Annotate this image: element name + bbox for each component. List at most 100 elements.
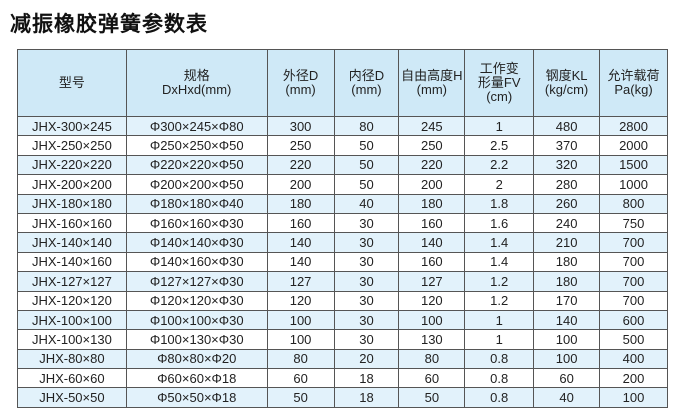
table-cell: JHX-140×160 — [17, 251, 127, 273]
table-cell: Φ50×50×Φ18 — [125, 387, 268, 408]
table-cell: 1.4 — [464, 232, 535, 253]
table-cell: 1000 — [599, 174, 668, 195]
table-cell: 700 — [599, 251, 668, 273]
table-row: JHX-100×130 Φ100×130×Φ30 100 30 130 1 100 500 — [17, 329, 668, 350]
table-cell: 100 — [266, 309, 335, 331]
table-row: JHX-60×60 Φ60×60×Φ18 60 18 60 0.8 60 200 — [17, 368, 668, 389]
column-header: 外径D (mm) — [266, 49, 335, 117]
table-cell: 140 — [398, 232, 466, 253]
table-cell: 500 — [599, 329, 668, 350]
table-cell: 1 — [464, 115, 535, 137]
table-cell: 600 — [599, 309, 668, 331]
table-cell: 1 — [464, 309, 535, 331]
table-cell: Φ200×200×Φ50 — [125, 174, 268, 195]
table-cell: 40 — [333, 193, 400, 214]
table-cell: 30 — [333, 290, 400, 311]
column-header: 规格 DxHxd(mm) — [125, 49, 268, 117]
table-cell: 120 — [398, 290, 466, 311]
table-cell: 2800 — [599, 115, 668, 137]
table-cell: 170 — [533, 290, 601, 311]
table-cell: 127 — [266, 271, 335, 292]
table-cell: 1 — [464, 329, 535, 350]
column-header: 允许载荷 Pa(kg) — [599, 49, 668, 117]
table-cell: Φ60×60×Φ18 — [125, 368, 268, 389]
table-cell: JHX-80×80 — [17, 348, 127, 370]
table-cell: 700 — [599, 232, 668, 253]
table-cell: 18 — [333, 387, 400, 408]
table-cell: JHX-220×220 — [17, 154, 127, 176]
table-row: JHX-180×180 Φ180×180×Φ40 180 40 180 1.8 260 800 — [17, 193, 668, 214]
column-header-line: 外径D — [282, 68, 319, 83]
column-header: 内径D (mm) — [333, 49, 400, 117]
column-header-line: 工作变 — [479, 61, 519, 76]
table-cell: Φ300×245×Φ80 — [125, 115, 268, 137]
table-cell: JHX-60×60 — [17, 368, 127, 389]
table-cell: 1.2 — [464, 290, 535, 311]
table-cell: 700 — [599, 271, 668, 292]
table-cell: JHX-50×50 — [17, 387, 127, 408]
column-header: 型号 — [17, 49, 127, 117]
table-cell: 2.5 — [464, 135, 535, 156]
table-cell: 210 — [533, 232, 601, 253]
column-header-line: 允许载荷 — [607, 68, 660, 83]
table-row: JHX-140×140 Φ140×140×Φ30 140 30 140 1.4 210 700 — [17, 232, 668, 253]
table-cell: JHX-250×250 — [17, 135, 127, 156]
table-cell: 180 — [266, 193, 335, 214]
table-cell: 200 — [398, 174, 466, 195]
table-cell: 220 — [266, 154, 335, 176]
column-header: 工作变 形量FV (cm) — [464, 49, 535, 117]
table-cell: 160 — [266, 212, 335, 234]
table-row: JHX-80×80 Φ80×80×Φ20 80 20 80 0.8 100 400 — [17, 348, 668, 370]
table-row: JHX-250×250 Φ250×250×Φ50 250 50 250 2.5 370 200… — [17, 135, 668, 156]
table-cell: 240 — [533, 212, 601, 234]
page-title: 减振橡胶弹簧参数表 — [10, 12, 208, 36]
column-header-line: (cm) — [486, 89, 513, 104]
table-cell: 40 — [533, 387, 601, 408]
table-cell: 100 — [533, 329, 601, 350]
table-cell: 30 — [333, 212, 400, 234]
table-cell: 200 — [266, 174, 335, 195]
table-cell: Φ180×180×Φ40 — [125, 193, 268, 214]
table-cell: 180 — [533, 251, 601, 273]
table-row: JHX-100×100 Φ100×100×Φ30 100 30 100 1 140 600 — [17, 309, 668, 331]
table-cell: Φ100×130×Φ30 — [125, 329, 268, 350]
table-cell: Φ160×160×Φ30 — [125, 212, 268, 234]
table-cell: 30 — [333, 232, 400, 253]
table-cell: Φ80×80×Φ20 — [125, 348, 268, 370]
table-cell: JHX-100×130 — [17, 329, 127, 350]
table-cell: 50 — [266, 387, 335, 408]
header-row: 型号 规格 DxHxd(mm) 外径D (mm) 内径D (mm) 自由高度H (mm) 工作变形… — [17, 49, 668, 117]
table-cell: 1.4 — [464, 251, 535, 273]
table-cell: 80 — [266, 348, 335, 370]
table-cell: 370 — [533, 135, 601, 156]
table-cell: 60 — [266, 368, 335, 389]
table-cell: 160 — [398, 251, 466, 273]
table-cell: 100 — [266, 329, 335, 350]
column-header-line: 型号 — [58, 75, 85, 90]
table-row: JHX-300×245 Φ300×245×Φ80 300 80 245 1 480 2800 — [17, 115, 668, 137]
table-cell: 50 — [398, 387, 466, 408]
table-cell: 50 — [333, 154, 400, 176]
column-header: 自由高度H (mm) — [398, 49, 466, 117]
table-cell: 250 — [266, 135, 335, 156]
column-header: 钢度KL (kg/cm) — [533, 49, 601, 117]
table-cell: 140 — [266, 251, 335, 273]
table-cell: 750 — [599, 212, 668, 234]
table-cell: 50 — [333, 135, 400, 156]
table-cell: 0.8 — [464, 348, 535, 370]
table-cell: Φ140×160×Φ30 — [125, 251, 268, 273]
table-cell: 20 — [333, 348, 400, 370]
column-header-line: 自由高度H — [401, 68, 463, 83]
table-cell: 100 — [398, 309, 466, 331]
table-cell: Φ250×250×Φ50 — [125, 135, 268, 156]
table-cell: 130 — [398, 329, 466, 350]
table-cell: Φ140×140×Φ30 — [125, 232, 268, 253]
table-cell: 18 — [333, 368, 400, 389]
table-cell: 80 — [398, 348, 466, 370]
table-cell: 100 — [599, 387, 668, 408]
column-header-line: 形量FV — [477, 75, 521, 90]
table-cell: 100 — [533, 348, 601, 370]
table-row: JHX-200×200 Φ200×200×Φ50 200 50 200 2 280 1000 — [17, 174, 668, 195]
table-row: JHX-160×160 Φ160×160×Φ30 160 30 160 1.6 240 750 — [17, 212, 668, 234]
table-cell: 200 — [599, 368, 668, 389]
